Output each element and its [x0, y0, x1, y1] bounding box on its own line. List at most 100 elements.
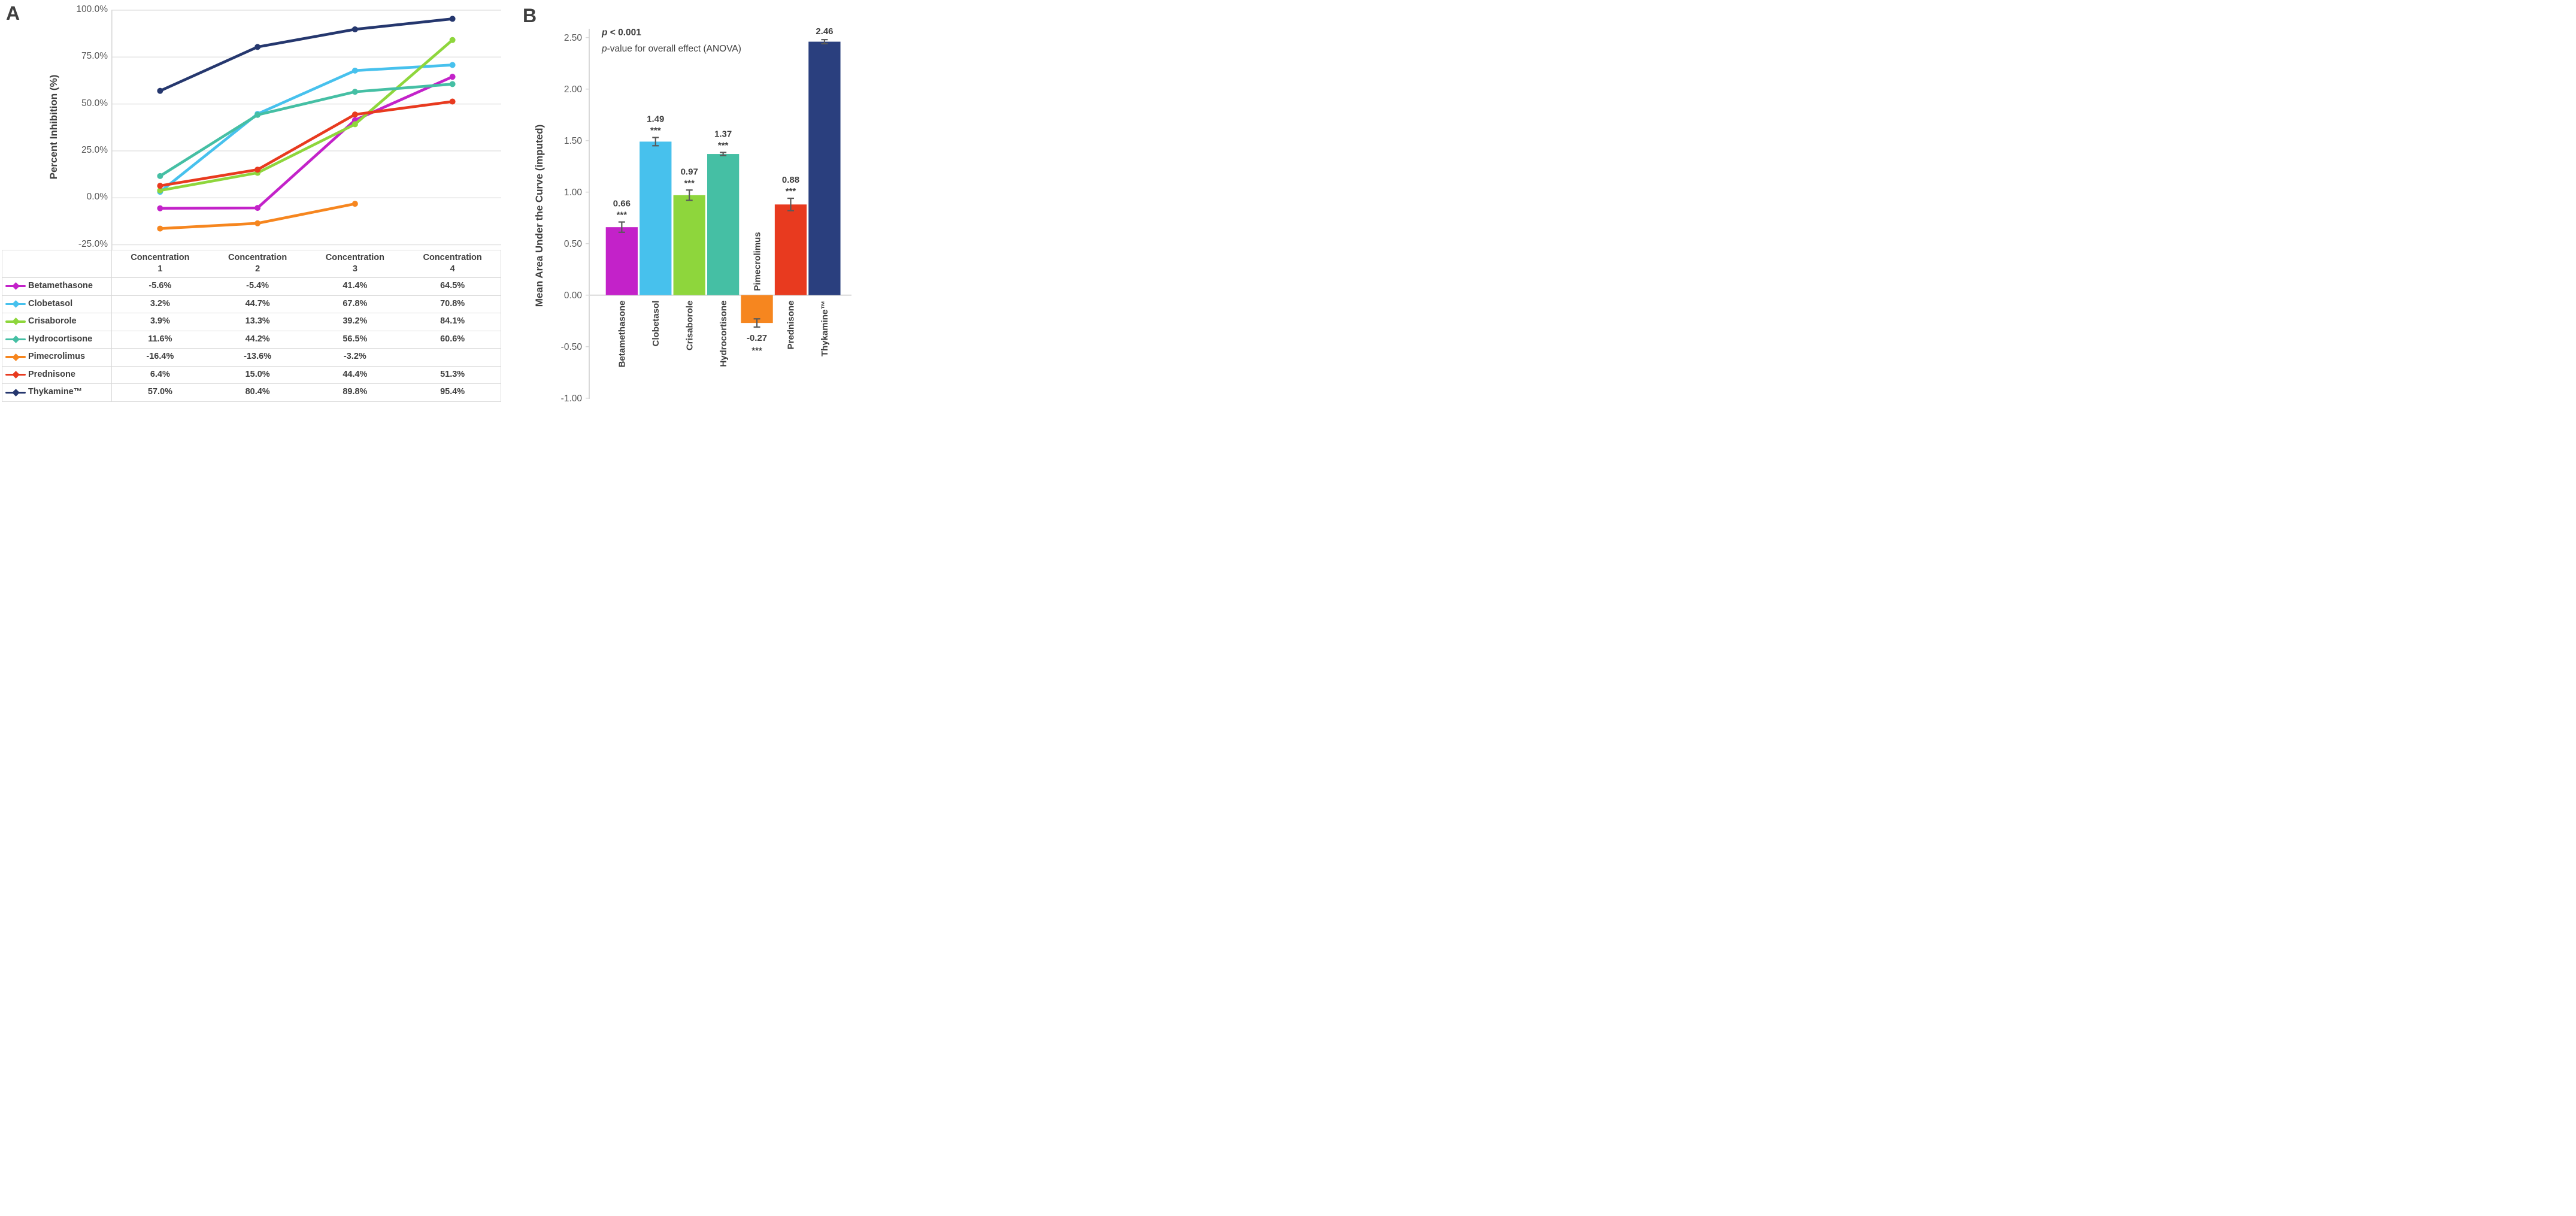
- table-cell: 64.5%: [440, 281, 465, 291]
- bar-value-label: 0.88: [782, 175, 799, 185]
- legend-marker: [11, 353, 20, 361]
- y-axis-tick-label: 0.00: [564, 291, 583, 301]
- bar-value-label: 0.97: [681, 167, 698, 177]
- table-cell: 56.5%: [343, 334, 368, 344]
- table-row-label: Thykamine™: [28, 387, 83, 397]
- bar-value-label: ***: [786, 186, 796, 196]
- data-point-marker: [351, 67, 358, 74]
- table-row-label: Pimecrolimus: [28, 352, 86, 362]
- table-column-header: Concentration 4: [404, 250, 501, 275]
- p-value-caption: p-value for overall effect (ANOVA): [602, 44, 741, 54]
- column-header-word: Concentration: [423, 253, 482, 262]
- table-border: [2, 348, 501, 349]
- data-point-marker: [254, 220, 261, 226]
- legend-marker: [11, 282, 20, 291]
- panel-a-y-axis-title: Percent Inhibition (%): [48, 74, 59, 180]
- table-column-header: Concentration 1: [111, 250, 209, 275]
- anova-annotation: p < 0.001 p-value for overall effect (AN…: [602, 25, 741, 57]
- category-label-hydrocortisone: Hydrocortisone: [719, 301, 729, 367]
- table-row-label: Prednisone: [28, 369, 75, 379]
- y-axis-tick-label: 0.0%: [86, 192, 108, 202]
- bar-clobetasol: [640, 141, 672, 295]
- data-point-marker: [449, 81, 456, 87]
- table-cell: 15.0%: [245, 369, 270, 379]
- table-cell: 6.4%: [150, 369, 170, 379]
- legend-marker: [11, 317, 20, 326]
- bar-value-label: 0.66: [613, 199, 631, 209]
- table-cell: -16.4%: [146, 352, 174, 362]
- table-cell: 51.3%: [440, 369, 465, 379]
- y-axis-tick-label: 25.0%: [81, 144, 108, 155]
- column-header-number: 3: [352, 264, 357, 274]
- data-point-marker: [157, 183, 163, 189]
- figure-canvas: A Percent Inhibition (%) 100.0% 75.0% 50.0…: [0, 0, 859, 406]
- table-cell: 3.9%: [150, 316, 170, 326]
- data-point-marker: [254, 111, 261, 118]
- bar-value-label: ***: [650, 126, 661, 136]
- table-border: [111, 250, 112, 401]
- table-row-label: Betamethasone: [28, 281, 93, 291]
- y-axis-tick-label: 2.00: [564, 84, 583, 95]
- data-point-marker: [351, 201, 358, 207]
- y-axis-tick-label: 2.50: [564, 33, 583, 43]
- table-cell: 44.4%: [343, 369, 368, 379]
- bar-prednisone: [774, 204, 807, 295]
- category-label-clobetasol: Clobetasol: [651, 301, 661, 347]
- column-header-number: 1: [157, 264, 163, 274]
- table-row-label: Clobetasol: [28, 298, 73, 308]
- table-cell: 84.1%: [440, 316, 465, 326]
- y-axis-tick-label: 0.50: [564, 239, 583, 249]
- table-cell: 41.4%: [343, 281, 368, 291]
- panel-a-label: A: [6, 2, 20, 24]
- series-line-crisaborole: [159, 38, 454, 192]
- data-point-marker: [351, 121, 358, 128]
- table-cell: 70.8%: [440, 298, 465, 308]
- legend-marker: [11, 300, 20, 308]
- data-point-marker: [449, 62, 456, 68]
- data-point-marker: [157, 173, 163, 179]
- bar-value-label: ***: [751, 346, 762, 356]
- column-header-number: 2: [255, 264, 260, 274]
- bar-value-label: ***: [718, 140, 729, 150]
- data-point-marker: [449, 74, 456, 80]
- bar-chart: 2.502.001.501.000.500.00-0.50-1.000.66**…: [561, 26, 851, 404]
- table-cell: 44.2%: [245, 334, 270, 344]
- y-axis-tick-label: 100.0%: [76, 4, 108, 14]
- table-cell: -13.6%: [244, 352, 272, 362]
- data-point-marker: [157, 87, 163, 94]
- p-value-line: p < 0.001: [602, 28, 641, 38]
- data-point-marker: [351, 26, 358, 32]
- data-point-marker: [157, 225, 163, 232]
- y-axis-tick-label: 1.00: [564, 187, 583, 198]
- series-line-thykamine-: [159, 17, 454, 92]
- bar-betamethasone: [605, 227, 638, 295]
- data-point-marker: [449, 98, 456, 105]
- series-line-clobetasol: [159, 63, 454, 193]
- table-border: [2, 295, 501, 296]
- series-line-betamethasone: [159, 75, 454, 210]
- column-header-word: Concentration: [325, 253, 385, 262]
- y-axis-tick-label: -1.00: [561, 394, 583, 404]
- table-border: [2, 277, 501, 278]
- bar-hydrocortisone: [707, 154, 740, 295]
- bar-value-label: -0.27: [747, 333, 767, 343]
- data-point-marker: [449, 16, 456, 22]
- data-point-marker: [254, 167, 261, 173]
- series-line-hydrocortisone: [159, 83, 454, 178]
- y-axis-tick-label: 1.50: [564, 136, 583, 146]
- bar-value-label: 2.46: [816, 26, 833, 37]
- bar-thykamine-: [808, 41, 841, 295]
- category-label-betamethasone: Betamethasone: [617, 301, 628, 368]
- y-axis-tick-label: -25.0%: [78, 238, 108, 249]
- column-header-word: Concentration: [131, 253, 190, 262]
- table-border: [2, 383, 501, 385]
- table-row-label: Crisaborole: [28, 316, 77, 326]
- category-label-pimecrolimus: Pimecrolimus: [752, 232, 762, 291]
- table-cell: 39.2%: [343, 316, 368, 326]
- data-point-marker: [254, 44, 261, 50]
- series-line-prednisone: [159, 100, 454, 187]
- table-cell: 3.2%: [150, 298, 170, 308]
- panel-b-label: B: [523, 5, 537, 26]
- column-header-word: Concentration: [228, 253, 287, 262]
- table-cell: -5.4%: [246, 281, 269, 291]
